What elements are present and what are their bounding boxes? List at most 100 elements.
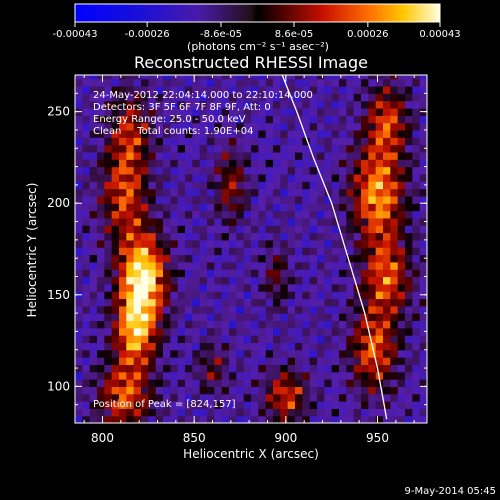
heatmap-cell: [119, 144, 127, 153]
heatmap-cell: [280, 393, 289, 402]
annotation-time-range: 24-May-2012 22:04:14.000 to 22:10:14.000: [93, 90, 313, 101]
heatmap-cell: [287, 276, 296, 285]
heatmap-cell: [111, 151, 120, 160]
heatmap-cell: [309, 357, 318, 365]
heatmap-cell: [126, 379, 135, 387]
heatmap-cell: [236, 181, 245, 190]
heatmap-cell: [155, 181, 164, 190]
heatmap-cell: [133, 129, 142, 138]
heatmap-cell: [397, 269, 406, 278]
heatmap-cell: [419, 100, 427, 109]
heatmap-cell: [302, 335, 311, 344]
heatmap-cell: [419, 115, 427, 124]
heatmap-cell: [412, 364, 421, 373]
heatmap-cell: [375, 173, 384, 182]
heatmap-cell: [419, 415, 427, 423]
heatmap-cell: [317, 93, 325, 102]
heatmap-cell: [353, 144, 362, 153]
chart-title: Reconstructed RHESSI Image: [134, 53, 368, 72]
heatmap-cell: [214, 357, 223, 365]
heatmap-cell: [287, 401, 296, 409]
heatmap-cell: [89, 210, 98, 219]
heatmap-cell: [111, 247, 120, 256]
heatmap-cell: [126, 276, 135, 285]
heatmap-cell: [207, 210, 215, 219]
heatmap-cell: [104, 305, 113, 314]
heatmap-cell: [199, 305, 208, 314]
heatmap-cell: [89, 408, 98, 417]
heatmap-cell: [236, 195, 245, 204]
heatmap-cell: [97, 210, 105, 219]
heatmap-cell: [75, 144, 83, 153]
heatmap-cell: [119, 210, 127, 219]
heatmap-cell: [236, 327, 245, 336]
heatmap-cell: [243, 401, 252, 409]
heatmap-cell: [353, 151, 362, 160]
heatmap-cell: [199, 393, 208, 402]
heatmap-cell: [207, 335, 215, 344]
heatmap-cell: [405, 78, 413, 87]
heatmap-cell: [309, 188, 318, 197]
heatmap-cell: [397, 129, 406, 138]
heatmap-cell: [383, 254, 391, 263]
heatmap-cell: [405, 210, 413, 219]
heatmap-cell: [324, 320, 333, 329]
heatmap-cell: [361, 129, 369, 138]
heatmap-cell: [75, 393, 83, 402]
heatmap-cell: [155, 386, 164, 395]
heatmap-cell: [221, 349, 230, 358]
heatmap-cell: [309, 298, 318, 307]
heatmap-cell: [229, 379, 237, 387]
heatmap-cell: [295, 283, 303, 292]
heatmap-cell: [97, 371, 105, 380]
heatmap-cell: [353, 225, 362, 234]
heatmap-cell: [75, 254, 83, 263]
heatmap-cell: [302, 137, 311, 146]
heatmap-cell: [273, 225, 281, 234]
heatmap-cell: [339, 78, 347, 87]
heatmap-cell: [133, 225, 142, 234]
heatmap-cell: [353, 122, 362, 131]
heatmap-cell: [89, 159, 98, 168]
heatmap-cell: [412, 313, 421, 322]
heatmap-cell: [331, 408, 340, 417]
heatmap-cell: [397, 75, 406, 80]
heatmap-cell: [273, 129, 281, 138]
heatmap-cell: [324, 313, 333, 322]
heatmap-cell: [375, 195, 384, 204]
heatmap-cell: [412, 144, 421, 153]
heatmap-cell: [155, 327, 164, 336]
heatmap-cell: [339, 93, 347, 102]
heatmap-cell: [148, 261, 157, 270]
heatmap-cell: [236, 408, 245, 417]
heatmap-cell: [82, 386, 91, 395]
heatmap-cell: [375, 100, 384, 109]
colorbar-tick-label: -8.6e-05: [200, 29, 242, 40]
heatmap-cell: [207, 173, 215, 182]
heatmap-cell: [287, 85, 296, 94]
heatmap-cell: [368, 210, 377, 219]
heatmap-cell: [75, 357, 83, 365]
heatmap-cell: [170, 379, 179, 387]
heatmap-cell: [397, 335, 406, 344]
heatmap-cell: [361, 115, 369, 124]
heatmap-cell: [97, 283, 105, 292]
heatmap-cell: [126, 203, 135, 212]
heatmap-cell: [148, 335, 157, 344]
heatmap-cell: [229, 166, 237, 175]
heatmap-cell: [331, 357, 340, 365]
heatmap-cell: [214, 166, 223, 175]
heatmap-cell: [133, 320, 142, 329]
heatmap-cell: [236, 247, 245, 256]
heatmap-cell: [368, 335, 377, 344]
heatmap-cell: [229, 115, 237, 124]
heatmap-cell: [75, 342, 83, 351]
heatmap-cell: [243, 342, 252, 351]
heatmap-cell: [258, 283, 267, 292]
heatmap-cell: [221, 342, 230, 351]
heatmap-cell: [141, 239, 149, 248]
heatmap-cell: [258, 195, 267, 204]
heatmap-cell: [339, 371, 347, 380]
heatmap-cell: [280, 371, 289, 380]
heatmap-cell: [126, 137, 135, 146]
